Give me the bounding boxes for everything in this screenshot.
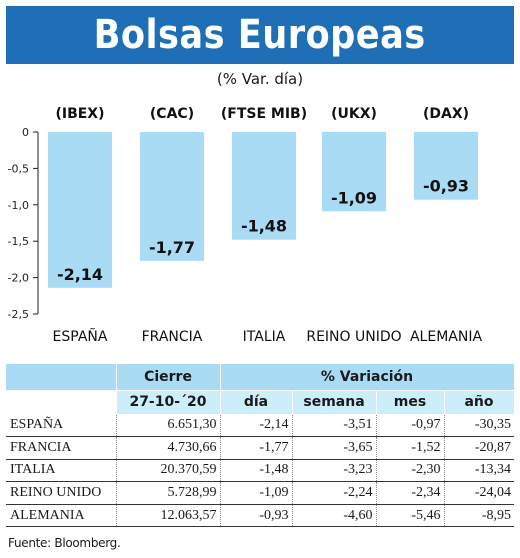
title-banner: Bolsas Europeas [6,6,514,64]
row-name: ALEMANIA [6,504,117,528]
row-year: -13,34 [444,459,515,483]
header-variation: % Variación [220,364,515,391]
row-week: -3,65 [292,436,377,460]
index-label: (DAX) [423,106,469,122]
data-table-wrapper: Cierre % Variación 27-10-´20 día semana … [6,364,515,528]
row-week: -2,24 [292,481,377,505]
category-label: ESPAÑA [53,328,108,345]
table-header-blank [6,364,117,391]
y-tick-label: -1,0 [8,199,29,212]
bar-francia [140,132,204,261]
row-year: -24,04 [444,481,515,505]
table-row: ALEMANIA 12.063,57 -0,93 -4,60 -5,46 -8,… [6,504,515,528]
row-month: -0,97 [376,414,445,438]
category-label: REINO UNIDO [306,329,401,345]
row-month: -2,34 [376,481,445,505]
row-week: -3,51 [292,414,377,438]
row-close: 4.730,66 [116,436,221,460]
row-day: -2,14 [220,414,293,438]
row-name: REINO UNIDO [6,481,117,505]
row-year: -30,35 [444,414,515,438]
category-label: ALEMANIA [410,329,482,345]
row-day: -1,48 [220,459,293,483]
page-title: Bolsas Europeas [93,12,427,58]
header-cierre: Cierre [116,364,221,391]
data-label: -2,14 [57,265,103,284]
index-label: (CAC) [150,106,194,122]
table-sub-header-row: 27-10-´20 día semana mes año [6,390,515,415]
row-close: 5.728,99 [116,481,221,505]
header-day: día [220,390,293,415]
bar-chart: 0 -0,5 -1,0 -1,5 -2,0 -2,5 -2,14 (IBEX) ESPAÑA -1… [8,106,483,345]
table-subheader-blank [6,390,117,415]
index-label: (UKX) [331,106,377,122]
row-day: -1,77 [220,436,293,460]
table-group-header-row: Cierre % Variación [6,364,515,391]
stock-table: Cierre % Variación 27-10-´20 día semana … [6,364,515,528]
row-close: 12.063,57 [116,504,221,528]
row-week: -4,60 [292,504,377,528]
row-day: -0,93 [220,504,293,528]
category-label: FRANCIA [142,329,203,345]
row-month: -5,46 [376,504,445,528]
row-year: -20,87 [444,436,515,460]
y-tick-label: 0 [22,126,29,139]
data-label: -0,93 [423,177,469,196]
bar-españa [48,132,112,288]
chart-subtitle: (% Var. día) [216,70,304,88]
y-tick-label: -2,5 [8,308,29,321]
header-date: 27-10-´20 [116,390,221,415]
source-note: Fuente: Bloomberg. [8,536,121,550]
category-label: ITALIA [243,329,286,345]
data-label: -1,48 [241,217,287,236]
data-label: -1,77 [149,238,195,257]
table-row: ESPAÑA 6.651,30 -2,14 -3,51 -0,97 -30,35 [6,414,515,438]
row-name: ITALIA [6,459,117,483]
bar-alemania [414,132,478,200]
bar-reino-unido [322,132,386,212]
row-year: -8,95 [444,504,515,528]
row-month: -1,52 [376,436,445,460]
data-label: -1,09 [331,188,377,207]
row-close: 6.651,30 [116,414,221,438]
row-week: -3,23 [292,459,377,483]
table-row: ITALIA 20.370,59 -1,48 -3,23 -2,30 -13,3… [6,459,515,483]
header-month: mes [376,390,445,415]
row-month: -2,30 [376,459,445,483]
header-year: año [444,390,515,415]
row-close: 20.370,59 [116,459,221,483]
row-name: FRANCIA [6,436,117,460]
table-row: REINO UNIDO 5.728,99 -1,09 -2,24 -2,34 -… [6,481,515,505]
index-label: (IBEX) [55,106,104,122]
index-label: (FTSE MIB) [221,106,307,122]
y-tick-label: -1,5 [8,235,29,248]
table-row: FRANCIA 4.730,66 -1,77 -3,65 -1,52 -20,8… [6,436,515,460]
y-tick-label: -2,0 [8,272,29,285]
bar-italia [232,132,296,240]
header-week: semana [292,390,377,415]
row-name: ESPAÑA [6,414,117,438]
y-tick-label: -0,5 [8,162,29,175]
row-day: -1,09 [220,481,293,505]
